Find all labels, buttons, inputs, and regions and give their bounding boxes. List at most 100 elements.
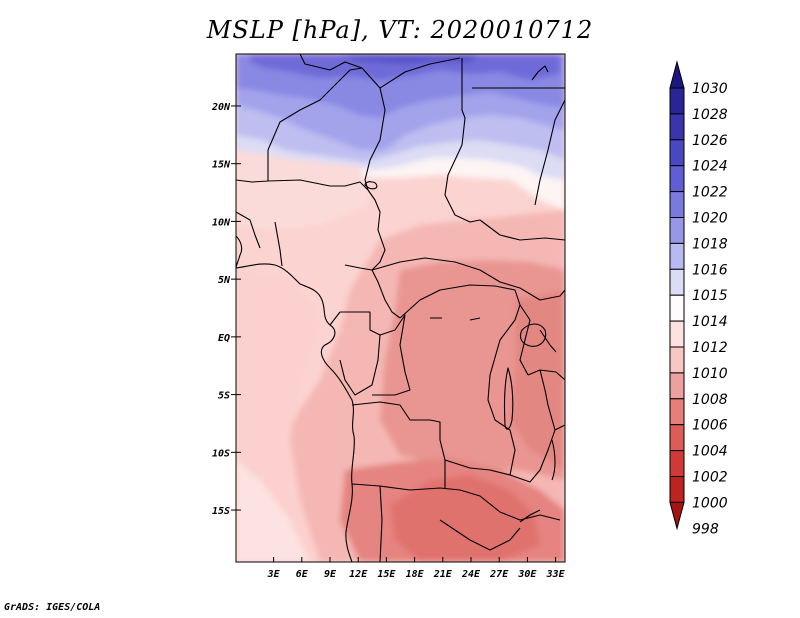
border-zambia-south	[499, 511, 561, 521]
colorbar-swatch	[669, 113, 685, 141]
lat-label: 10S	[212, 448, 230, 459]
colorbar: 1030 1028 1026 1024 1022 1020 1018 1016 1015 1014…	[669, 60, 728, 537]
border-niger-nigeria	[267, 179, 386, 271]
lat-label: 5N	[218, 275, 231, 286]
border-chad-sudan	[444, 58, 565, 241]
border-car-drc	[399, 284, 521, 319]
colorbar-swatch	[669, 346, 685, 374]
border-drc-east	[444, 304, 521, 476]
colorbar-swatch	[669, 242, 685, 270]
border-angola-drc	[351, 401, 446, 488]
lake-tanganyika	[503, 367, 514, 430]
map-frame	[235, 53, 566, 563]
colorbar-swatch	[669, 424, 685, 452]
border-eqguinea	[329, 311, 341, 326]
border-botswana	[439, 519, 521, 551]
field-ocean-1014	[236, 460, 310, 562]
colorbar-label: 1030	[692, 81, 728, 97]
lat-label: 15N	[212, 160, 231, 171]
colorbar-label: 1022	[692, 185, 728, 201]
colorbar-swatch	[669, 450, 685, 478]
border-ghana-togo	[236, 211, 261, 249]
border-congo-drc	[372, 314, 411, 396]
colorbar-swatch	[669, 398, 685, 426]
colorbar-label: 1018	[692, 236, 728, 252]
latitude-ticks: 20N 15N 10N 5N EQ 5S 10S 15S	[211, 102, 241, 517]
lon-label: 9E	[324, 569, 337, 580]
lon-label: 24E	[461, 569, 481, 580]
longitude-ticks: 3E 6E 9E 12E 15E 18E 21E 24E 27E 30E 33E	[267, 557, 566, 580]
colorbar-label: 1020	[692, 211, 728, 227]
colorbar-label: 1010	[692, 366, 728, 382]
lat-label: 20N	[211, 102, 231, 113]
border-car-north	[371, 257, 521, 289]
colorbar-label: 1015	[692, 288, 728, 304]
colorbar-swatch	[669, 294, 685, 322]
colorbar-swatch	[669, 165, 685, 193]
colorbar-label: 1026	[692, 133, 728, 149]
lat-label: 15S	[212, 506, 230, 517]
border-cameroon-car	[344, 264, 401, 319]
lake-victoria	[519, 323, 547, 347]
colorbar-swatch	[669, 217, 685, 244]
lake-malawi	[551, 439, 556, 481]
border-zambia-east	[509, 424, 565, 483]
colorbar-label: 1012	[692, 340, 728, 356]
country-borders	[236, 54, 565, 562]
field-1004	[390, 475, 540, 562]
border-algeria-libya	[299, 54, 363, 71]
border-tanzania-west	[539, 369, 556, 431]
lon-label: 30E	[517, 569, 537, 580]
lon-label: 12E	[349, 569, 368, 580]
lon-label: 3E	[267, 569, 281, 580]
coast-sinai	[531, 65, 549, 81]
colorbar-arrow-bottom	[669, 501, 685, 531]
lake-kariba	[519, 509, 541, 523]
colorbar-label: 1008	[692, 392, 728, 408]
colorbar-swatch	[669, 476, 685, 503]
colorbar-label: 1004	[692, 444, 728, 460]
border-tanzania-north	[527, 369, 565, 381]
field-1024	[340, 54, 480, 64]
colorbar-swatch	[669, 320, 685, 348]
coastline-west	[236, 263, 355, 562]
lon-label: 15E	[377, 569, 396, 580]
border-libya-south	[379, 57, 461, 89]
colorbar-label: 1006	[692, 418, 728, 434]
lake-chad	[364, 181, 378, 190]
border-benin	[274, 221, 283, 267]
colorbar-label: 1000	[692, 495, 728, 511]
border-south-sudan	[519, 287, 565, 301]
colorbar-swatch	[669, 372, 685, 400]
colorbar-swatch	[669, 87, 685, 115]
colorbar-label: 1014	[692, 314, 728, 330]
coast-redsea	[534, 99, 565, 206]
field-1008b	[510, 290, 565, 470]
lon-label: 33E	[546, 569, 566, 580]
border-algeria-niger-mali	[236, 67, 363, 183]
border-uganda	[519, 304, 531, 376]
border-gabon-congo	[339, 311, 381, 396]
lat-label: EQ	[218, 333, 230, 344]
field-1022	[250, 54, 560, 80]
lon-label: 18E	[406, 569, 425, 580]
colorbar-label: 1002	[692, 470, 728, 486]
pressure-field	[236, 54, 565, 562]
colorbar-arrow-top	[669, 60, 685, 89]
field-sahel-1012	[236, 150, 370, 230]
lat-label: 10N	[212, 217, 231, 228]
border-namibia	[379, 485, 383, 562]
colorbar-label: 1024	[692, 159, 728, 175]
colorbar-swatch	[669, 268, 685, 296]
map-title: MSLP [hPa], VT: 2020010712	[206, 16, 594, 44]
colorbar-label: 1028	[692, 107, 728, 123]
colorbar-label: 1016	[692, 262, 728, 278]
colorbar-label: 998	[692, 521, 719, 537]
lon-label: 21E	[433, 569, 453, 580]
lon-label: 6E	[296, 569, 309, 580]
lat-label: 5S	[218, 391, 230, 402]
lake-kyoga	[539, 329, 557, 353]
colorbar-swatch	[669, 139, 685, 167]
rivers-congo	[430, 317, 481, 321]
